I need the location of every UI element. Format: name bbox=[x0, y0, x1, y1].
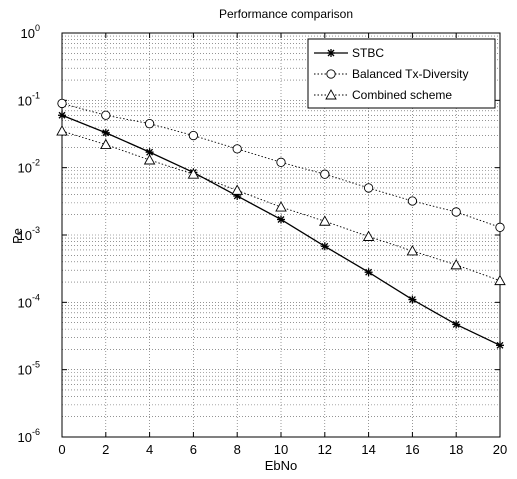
x-tick-label: 10 bbox=[274, 442, 288, 457]
data-point bbox=[101, 128, 110, 137]
x-tick-label: 8 bbox=[234, 442, 241, 457]
data-point bbox=[494, 274, 506, 286]
y-tick-label: 10-6 bbox=[18, 427, 40, 445]
data-point bbox=[363, 183, 374, 193]
legend-item: Combined scheme bbox=[314, 88, 452, 102]
x-tick-label: 6 bbox=[190, 442, 197, 457]
legend-item: Balanced Tx-Diversity bbox=[314, 67, 468, 81]
chart-title: Performance comparison bbox=[219, 7, 353, 21]
data-point bbox=[452, 320, 461, 329]
data-point bbox=[232, 144, 242, 154]
series-layer bbox=[56, 98, 506, 350]
data-point bbox=[145, 148, 154, 157]
data-point bbox=[495, 222, 505, 232]
y-tick-exponent: 0 bbox=[35, 23, 40, 33]
data-point bbox=[320, 169, 330, 179]
y-tick-label: 10-1 bbox=[18, 90, 40, 108]
data-point bbox=[320, 242, 329, 251]
x-axis: 0 2 4 6 8 10 12 14 16 18 20 bbox=[58, 33, 507, 457]
data-point bbox=[364, 268, 373, 277]
data-point bbox=[188, 130, 199, 141]
data-point bbox=[231, 184, 243, 195]
legend-marker bbox=[325, 89, 337, 100]
data-point bbox=[187, 168, 200, 179]
data-point bbox=[451, 207, 461, 217]
data-point bbox=[450, 258, 462, 270]
data-point bbox=[100, 138, 112, 150]
grid bbox=[62, 33, 500, 437]
legend-box bbox=[307, 38, 496, 109]
data-point bbox=[406, 245, 419, 256]
legend: STBC Balanced Tx-Diversity Combined scheme bbox=[307, 38, 496, 109]
y-tick-label: 10-5 bbox=[18, 360, 40, 378]
series-1 bbox=[58, 111, 504, 350]
series-line bbox=[61, 102, 501, 228]
x-tick-label: 4 bbox=[146, 442, 153, 457]
x-tick-label: 2 bbox=[102, 442, 109, 457]
data-point bbox=[58, 111, 66, 120]
legend-label: STBC bbox=[352, 46, 384, 60]
x-tick-label: 20 bbox=[493, 442, 507, 457]
data-point bbox=[57, 98, 67, 109]
x-tick-label: 18 bbox=[449, 442, 463, 457]
y-tick-exponent: -5 bbox=[32, 360, 40, 370]
legend-label: Combined scheme bbox=[352, 88, 452, 102]
series-line bbox=[61, 114, 501, 346]
series-2 bbox=[57, 98, 505, 232]
data-point bbox=[143, 154, 156, 165]
data-point bbox=[101, 110, 111, 120]
y-tick-label: 10-2 bbox=[18, 158, 40, 176]
legend-label: Balanced Tx-Diversity bbox=[352, 67, 468, 81]
y-tick-label: 10-4 bbox=[18, 292, 40, 310]
y-tick-exponent: -6 bbox=[32, 427, 40, 437]
data-point bbox=[496, 341, 504, 350]
data-point bbox=[277, 215, 285, 224]
legend-marker bbox=[326, 69, 336, 79]
x-axis-label: EbNo bbox=[265, 458, 298, 473]
data-point bbox=[408, 295, 417, 304]
y-tick-exponent: -3 bbox=[32, 225, 40, 235]
data-point bbox=[275, 201, 287, 212]
y-tick-exponent: -2 bbox=[32, 158, 40, 168]
x-tick-label: 16 bbox=[405, 442, 419, 457]
y-tick-exponent: -4 bbox=[32, 292, 40, 302]
x-tick-label: 12 bbox=[318, 442, 332, 457]
y-axis-label: Pe bbox=[10, 228, 25, 244]
x-tick-label: 0 bbox=[58, 442, 65, 457]
legend-marker bbox=[327, 49, 335, 57]
series-3 bbox=[56, 125, 506, 286]
data-point bbox=[362, 230, 375, 241]
data-point bbox=[56, 125, 68, 136]
legend-item: STBC bbox=[314, 46, 384, 60]
y-tick-label: 100 bbox=[21, 23, 40, 41]
data-point bbox=[319, 215, 331, 226]
y-tick-exponent: -1 bbox=[32, 90, 40, 100]
data-point bbox=[276, 157, 286, 167]
data-point bbox=[144, 119, 155, 129]
data-point bbox=[407, 196, 418, 206]
x-tick-label: 14 bbox=[361, 442, 375, 457]
